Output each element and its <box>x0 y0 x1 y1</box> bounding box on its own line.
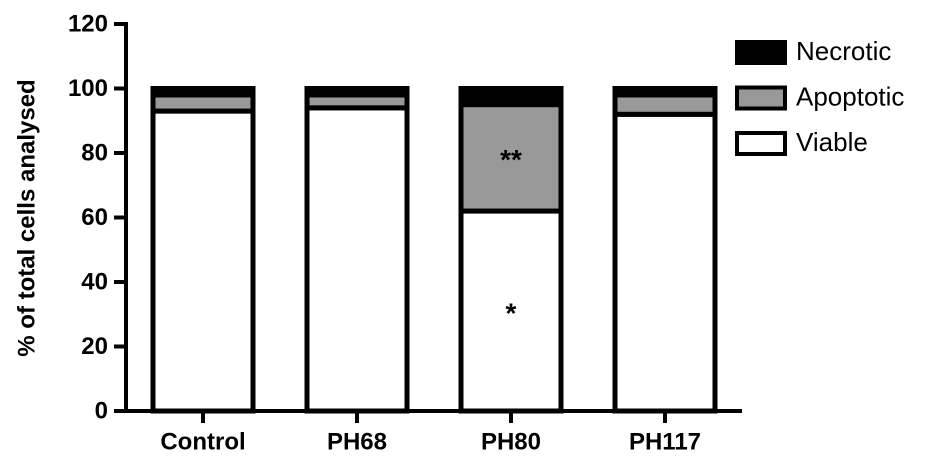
x-tick-label: Control <box>160 428 245 455</box>
bar-segment <box>304 86 410 98</box>
bar-segment <box>150 86 256 98</box>
y-tick-label: 120 <box>68 10 108 37</box>
x-tick-label: PH68 <box>327 428 387 455</box>
legend-label: Necrotic <box>796 36 891 66</box>
bar-segment <box>612 111 718 414</box>
y-tick-label: 20 <box>81 333 108 360</box>
legend-label: Apoptotic <box>796 81 904 111</box>
bar-segment <box>150 108 256 414</box>
x-tick-label: PH117 <box>629 428 701 455</box>
legend-swatch <box>735 131 787 156</box>
legend-swatch <box>735 85 787 111</box>
annotation: ** <box>500 144 522 175</box>
x-tick-label: PH80 <box>481 428 541 455</box>
legend-swatch <box>735 40 787 65</box>
legend-label: Viable <box>796 127 868 157</box>
y-tick-label: 0 <box>95 397 108 424</box>
y-tick-label: 40 <box>81 268 108 295</box>
annotation: * <box>506 297 517 328</box>
bar-segment <box>458 86 564 108</box>
y-tick-label: 60 <box>81 204 108 231</box>
bar-segment <box>612 86 718 98</box>
y-tick-label: 100 <box>68 75 108 102</box>
bar-segment <box>612 92 718 117</box>
bar-segment <box>304 105 410 414</box>
y-axis-label: % of total cells analysed <box>13 79 40 356</box>
y-tick-label: 80 <box>81 139 108 166</box>
